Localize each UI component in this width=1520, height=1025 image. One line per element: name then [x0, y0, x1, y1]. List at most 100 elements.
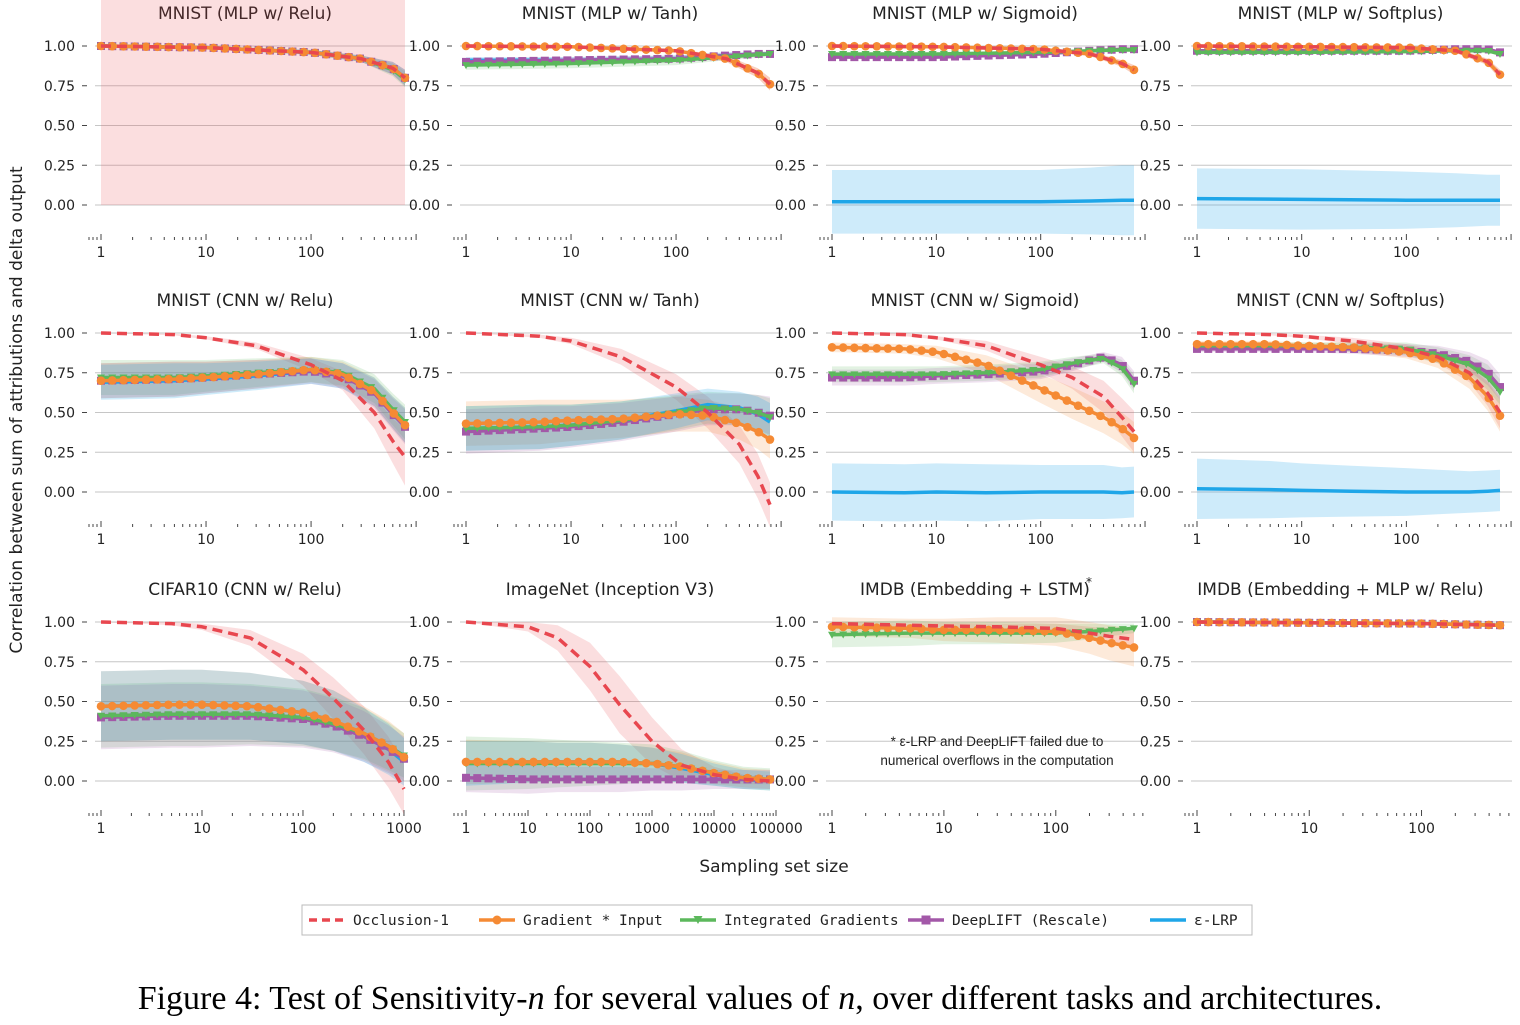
- marker-gradient-input: [309, 711, 319, 720]
- marker-gradient-input: [1203, 339, 1213, 349]
- y-tick-label: 0.00: [409, 774, 440, 790]
- marker-gradient-input: [619, 44, 628, 54]
- series-line-gradient-input: [831, 625, 1135, 650]
- y-tick-label: 1.00: [1140, 615, 1171, 631]
- marker-integrated-gradients: [552, 60, 561, 68]
- marker-gradient-input: [872, 343, 882, 353]
- marker-integrated-gradients: [720, 405, 729, 413]
- marker-gradient-input: [130, 701, 139, 710]
- marker-integrated-gradients: [962, 370, 971, 378]
- marker-gradient-input: [343, 722, 353, 731]
- marker-gradient-input: [551, 757, 561, 767]
- y-tick-label: 0.75: [1140, 79, 1171, 95]
- y-tick-label: 0.00: [44, 485, 75, 501]
- subplot-mnist-cnn-w-sigmoid: MNIST (CNN w/ Sigmoid) 1.00 0.75 0.50 0.25 0.…: [775, 291, 1146, 548]
- marker-integrated-gradients: [664, 57, 673, 65]
- marker-integrated-gradients: [265, 712, 274, 720]
- marker-integrated-gradients: [1237, 49, 1246, 57]
- marker-gradient-input: [1349, 618, 1359, 628]
- marker-gradient-input: [253, 702, 263, 712]
- marker-deeplift-rescale: [675, 775, 684, 784]
- marker-gradient-input: [495, 757, 505, 767]
- marker-gradient-input: [619, 414, 628, 423]
- y-tick-label: 1.00: [44, 39, 75, 55]
- marker-gradient-input: [551, 42, 561, 51]
- marker-integrated-gradients: [895, 630, 904, 638]
- band-occlusion-1: [466, 333, 770, 527]
- marker-integrated-gradients: [754, 51, 763, 59]
- x-tick-label: 10: [193, 821, 211, 837]
- marker-deeplift-rescale: [709, 775, 718, 784]
- x-tick-label: 100: [577, 821, 604, 837]
- marker-deeplift-rescale: [1484, 369, 1493, 378]
- marker-gradient-input: [608, 414, 617, 424]
- band-occlusion-1: [101, 622, 404, 815]
- marker-gradient-input: [664, 46, 673, 55]
- y-tick-label: 1.00: [44, 326, 75, 342]
- subplot-imdb-embedding-mlp-w-relu: IMDB (Embedding + MLP w/ Relu) 1.00 0.75 0.…: [1140, 580, 1512, 837]
- marker-gradient-input: [332, 717, 341, 727]
- subplot-title: MNIST (CNN w/ Relu): [157, 291, 334, 311]
- marker-gradient-input: [1203, 41, 1213, 51]
- marker-gradient-input: [1383, 43, 1393, 52]
- marker-integrated-gradients: [175, 711, 184, 719]
- marker-gradient-input: [1349, 42, 1359, 52]
- subplot-mnist-mlp-w-relu: MNIST (MLP w/ Relu) 1.00 0.75 0.50 0.25 0.00 1…: [44, 0, 417, 261]
- x-tick-label: 10: [197, 532, 215, 548]
- marker-deeplift-rescale: [529, 56, 538, 65]
- marker-gradient-input: [731, 418, 741, 428]
- x-tick-label: 1: [462, 532, 471, 548]
- y-tick-label: 0.25: [409, 734, 440, 750]
- subplot-imagenet-inception-v3: ImageNet (Inception V3) 1.00 0.75 0.50 0.25 0…: [409, 580, 803, 837]
- y-tick-label: 0.25: [775, 734, 806, 750]
- marker-gradient-input: [1316, 42, 1325, 52]
- subplot-title: MNIST (CNN w/ Tanh): [520, 291, 700, 311]
- marker-integrated-gradients: [97, 712, 105, 720]
- y-tick-label: 0.75: [44, 655, 75, 671]
- marker-deeplift-rescale: [540, 775, 549, 784]
- x-tick-label: 1: [97, 245, 106, 261]
- marker-integrated-gradients: [1029, 366, 1038, 374]
- marker-integrated-gradients: [1484, 48, 1493, 56]
- marker-integrated-gradients: [1096, 627, 1105, 635]
- marker-gradient-input: [119, 701, 128, 711]
- marker-gradient-input: [720, 415, 730, 425]
- marker-gradient-input: [495, 418, 505, 428]
- y-tick-label: 0.25: [409, 445, 440, 461]
- series-line-occlusion-1: [1196, 331, 1502, 414]
- marker-gradient-input: [1107, 638, 1116, 648]
- x-tick-label: 1: [1193, 821, 1202, 837]
- marker-gradient-input: [1462, 620, 1471, 629]
- marker-gradient-input: [1029, 381, 1038, 390]
- marker-gradient-input: [344, 373, 354, 382]
- series-line-occlusion-1: [100, 44, 407, 80]
- legend-marker: [492, 915, 502, 925]
- x-tick-label: 100: [1042, 821, 1069, 837]
- marker-deeplift-rescale: [687, 775, 696, 784]
- x-tick-label: 100: [1408, 821, 1435, 837]
- marker-gradient-input: [653, 759, 662, 769]
- x-tick-label: 10000: [692, 821, 737, 837]
- marker-integrated-gradients: [895, 50, 904, 58]
- marker-integrated-gradients: [828, 50, 836, 58]
- marker-gradient-input: [107, 41, 117, 51]
- marker-integrated-gradients: [1107, 47, 1116, 55]
- band-gradient-input: [1197, 340, 1500, 432]
- marker-integrated-gradients: [231, 711, 240, 719]
- marker-integrated-gradients: [164, 711, 173, 719]
- caption-text-3: , over different tasks and architectures…: [855, 980, 1383, 1017]
- marker-gradient-input: [596, 415, 606, 424]
- marker-gradient-input: [1271, 42, 1280, 51]
- marker-integrated-gradients: [1096, 47, 1105, 55]
- x-tick-label: 10: [927, 532, 945, 548]
- marker-gradient-input: [540, 757, 550, 767]
- marker-gradient-input: [1237, 42, 1247, 51]
- marker-integrated-gradients: [642, 58, 651, 66]
- x-tick-label: 10: [562, 532, 580, 548]
- marker-gradient-input: [141, 700, 151, 710]
- marker-deeplift-rescale: [664, 775, 673, 784]
- legend-item-deeplift-rescale: DeepLIFT (Rescale): [908, 913, 1109, 929]
- marker-deeplift-rescale: [518, 775, 527, 784]
- figure-canvas: Correlation between sum of attributions …: [7, 0, 1512, 936]
- marker-deeplift-rescale: [585, 775, 594, 784]
